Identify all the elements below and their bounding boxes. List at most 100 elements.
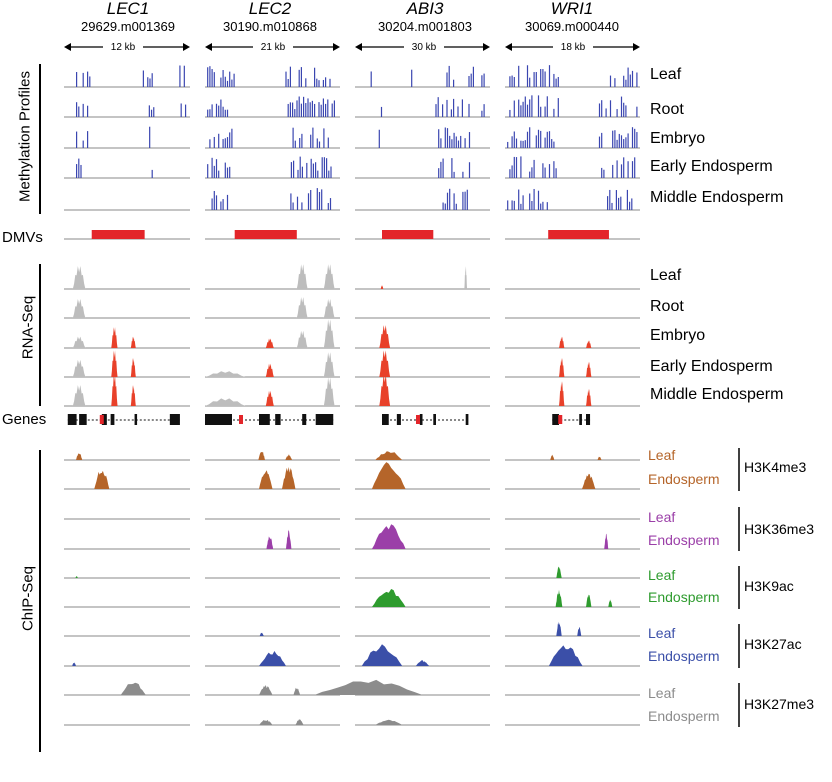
rna-peak-lec1-1 <box>72 298 86 318</box>
chip-peak-h3k27ac-lec1-1 <box>72 662 76 666</box>
rna-peak-abi3-3 <box>379 350 391 377</box>
rna-label-root: Root <box>650 298 684 315</box>
chip-h3k9ac-leaf-label: Leaf <box>648 567 676 583</box>
rna-peak-lec2-0 <box>323 264 335 289</box>
chip-mark-h3k4me3: H3K4me3 <box>744 459 807 475</box>
chip-h3k27me3-endosperm-label: Endosperm <box>648 708 720 724</box>
chip-h3k27ac-endosperm-label: Endosperm <box>648 648 720 664</box>
gene-exon-lec2-4 <box>315 414 334 425</box>
chipseq-section-label: ChIP-Seq <box>19 565 37 632</box>
rna-peak-lec2-2 <box>265 338 274 348</box>
chip-peak-h3k27ac-lec2-0 <box>259 632 264 636</box>
chip-peak-h3k27me3-abi3-0 <box>314 679 423 695</box>
chip-peak-h3k36me3-lec2-1 <box>266 536 274 549</box>
meth-label-embryo: Embryo <box>650 130 706 147</box>
chip-peak-h3k9ac-abi3-1 <box>371 589 406 607</box>
scale-arrow-left-wri1 <box>505 43 512 51</box>
rna-peak-lec1-0 <box>72 266 86 289</box>
chip-peak-h3k27me3-lec2-1 <box>259 719 273 725</box>
scale-lec1: 12 kb <box>103 42 143 53</box>
gene-exon-abi3-4 <box>465 414 469 425</box>
scale-arrow-right-wri1 <box>633 43 640 51</box>
rna-peak-wri1-3 <box>559 357 565 377</box>
scale-wri1: 18 kb <box>553 42 593 53</box>
meth-label-leaf: Leaf <box>650 66 682 83</box>
scale-arrow-left-lec1 <box>64 43 71 51</box>
scale-arrow-right-lec2 <box>333 43 340 51</box>
dmv-block-lec1 <box>91 230 145 239</box>
gene-exon-lec1-5 <box>169 414 180 425</box>
chip-peak-h3k27ac-abi3-1 <box>415 660 430 666</box>
chip-h3k4me3-leaf-label: Leaf <box>648 447 676 463</box>
gene-exon-abi3-3 <box>433 414 436 425</box>
chip-h3k9ac-endosperm-label: Endosperm <box>648 589 720 605</box>
chip-peak-h3k36me3-lec2-1 <box>286 529 292 549</box>
chip-peak-h3k4me3-wri1-1 <box>581 473 596 489</box>
rna-label-leaf: Leaf <box>650 267 682 284</box>
gene-exon-lec2-1 <box>259 414 270 425</box>
chip-mark-h3k36me3: H3K36me3 <box>744 521 815 537</box>
gene-exon-lec1-4 <box>134 414 138 425</box>
chip-peak-h3k27ac-wri1-0 <box>577 626 582 636</box>
chip-peak-h3k9ac-wri1-1 <box>608 599 613 607</box>
chip-peak-h3k27ac-wri1-1 <box>548 645 583 666</box>
rna-peak-lec2-3 <box>205 371 246 377</box>
gene-exon-lec1-1 <box>79 414 87 425</box>
chip-mark-h3k27ac: H3K27ac <box>744 636 802 652</box>
rna-label-middle-endosperm: Middle Endosperm <box>650 386 784 403</box>
gene-highlight-wri1 <box>558 415 563 424</box>
rna-peak-abi3-2 <box>379 325 391 348</box>
chip-h3k36me3-leaf-label: Leaf <box>648 509 676 525</box>
genes-label: Genes <box>2 411 47 428</box>
rna-peak-wri1-2 <box>559 336 565 348</box>
scale-arrow-right-lec1 <box>183 43 190 51</box>
meth-label-early-endosperm: Early Endosperm <box>650 158 773 175</box>
chip-peak-h3k36me3-abi3-1 <box>371 524 406 549</box>
rna-peak-wri1-4 <box>586 388 592 406</box>
chip-h3k4me3-endosperm-label: Endosperm <box>648 471 720 487</box>
rna-peak-lec1-3 <box>130 357 136 377</box>
chip-peak-h3k27ac-abi3-1 <box>361 644 403 666</box>
gene-highlight-lec2 <box>239 415 243 424</box>
dmv-block-wri1 <box>548 230 609 239</box>
chip-peak-h3k4me3-wri1-0 <box>550 454 555 460</box>
rna-peak-lec1-2 <box>72 336 86 348</box>
scale-arrow-left-lec2 <box>205 43 212 51</box>
chip-h3k27ac-leaf-label: Leaf <box>648 625 676 641</box>
rna-label-embryo: Embryo <box>650 327 706 344</box>
chip-peak-h3k27me3-lec2-0 <box>293 687 301 695</box>
chip-peak-h3k4me3-abi3-1 <box>371 462 406 489</box>
rna-peak-abi3-0 <box>380 285 384 289</box>
gene-exon-abi3-2 <box>419 414 423 425</box>
rna-peak-lec1-4 <box>111 373 118 406</box>
rna-peak-lec2-4 <box>265 390 274 406</box>
gene-exon-lec2-3 <box>302 414 307 425</box>
chip-peak-h3k4me3-lec2-1 <box>259 470 273 489</box>
chip-mark-h3k27me3: H3K27me3 <box>744 696 815 712</box>
chip-peak-h3k4me3-lec2-1 <box>281 467 296 489</box>
chip-peak-h3k27ac-wri1-0 <box>556 621 562 636</box>
rna-peak-lec1-3 <box>72 359 86 377</box>
gene-name-lec2: LEC2 <box>248 0 292 18</box>
gene-name-abi3: ABI3 <box>406 0 444 18</box>
rna-peak-lec2-1 <box>323 298 335 318</box>
chip-peak-h3k4me3-lec1-1 <box>94 470 110 489</box>
dmv-block-abi3 <box>382 230 434 239</box>
chip-peak-h3k4me3-lec2-0 <box>258 451 266 460</box>
rna-peak-lec2-4 <box>205 398 246 406</box>
gene-exon-abi3-0 <box>382 414 389 425</box>
dmvs-label: DMVs <box>2 229 43 246</box>
methylation-section-label: Methylation Profiles <box>16 71 34 202</box>
gene-id-abi3: 30204.m001803 <box>378 19 472 34</box>
rna-label-early-endosperm: Early Endosperm <box>650 358 773 375</box>
chip-peak-h3k9ac-wri1-1 <box>586 594 592 607</box>
gene-exon-lec2-2 <box>275 414 281 425</box>
chip-peak-h3k27me3-lec2-1 <box>295 719 304 725</box>
chip-h3k36me3-endosperm-label: Endosperm <box>648 532 720 548</box>
rna-peak-lec2-1 <box>296 297 308 318</box>
rna-peak-lec2-4 <box>323 377 335 406</box>
meth-label-middle-endosperm: Middle Endosperm <box>650 189 784 206</box>
rna-peak-abi3-0 <box>464 266 468 289</box>
scale-abi3: 30 kb <box>404 42 444 53</box>
